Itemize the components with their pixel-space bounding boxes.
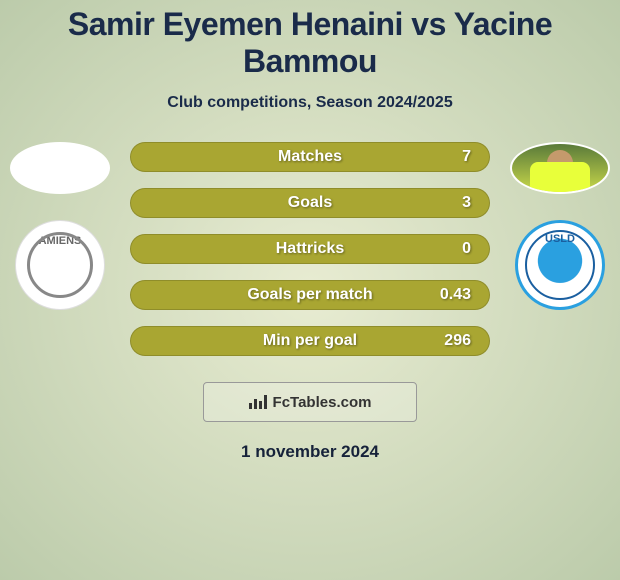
player-right-column: USLD (510, 142, 610, 310)
brand-logo[interactable]: FcTables.com (203, 382, 417, 422)
stat-bar: Goals per match0.43 (130, 280, 490, 310)
chart-icon (249, 395, 267, 409)
comparison-row: AMIENS Matches7 Goals3 Hattricks0 Goals per… (0, 142, 620, 362)
club-left-badge: AMIENS (15, 220, 105, 310)
stat-bar: Matches7 (130, 142, 490, 172)
stat-label: Goals (197, 194, 423, 212)
stat-right-value: 296 (423, 332, 471, 350)
stat-bars: Matches7Goals3Hattricks0Goals per match0… (130, 142, 490, 372)
stat-bar: Min per goal296 (130, 326, 490, 356)
stat-right-value: 3 (423, 194, 471, 212)
club-right-label: USLD (545, 233, 575, 245)
player-right-avatar (510, 142, 610, 194)
club-right-badge: USLD (515, 220, 605, 310)
stat-label: Hattricks (197, 240, 423, 258)
player-left-column: AMIENS (10, 142, 110, 310)
stat-bar: Goals3 (130, 188, 490, 218)
player-left-avatar (10, 142, 110, 194)
stat-right-value: 0.43 (423, 286, 471, 304)
stat-right-value: 0 (423, 240, 471, 258)
stat-bar: Hattricks0 (130, 234, 490, 264)
brand-text: FcTables.com (273, 394, 372, 411)
subtitle: Club competitions, Season 2024/2025 (0, 94, 620, 112)
stat-label: Goals per match (197, 286, 423, 304)
stat-label: Matches (197, 148, 423, 166)
stat-right-value: 7 (423, 148, 471, 166)
date-text: 1 november 2024 (0, 442, 620, 462)
page-title: Samir Eyemen Henaini vs Yacine Bammou (0, 0, 620, 80)
stat-label: Min per goal (197, 332, 423, 350)
club-left-label: AMIENS (39, 235, 82, 247)
